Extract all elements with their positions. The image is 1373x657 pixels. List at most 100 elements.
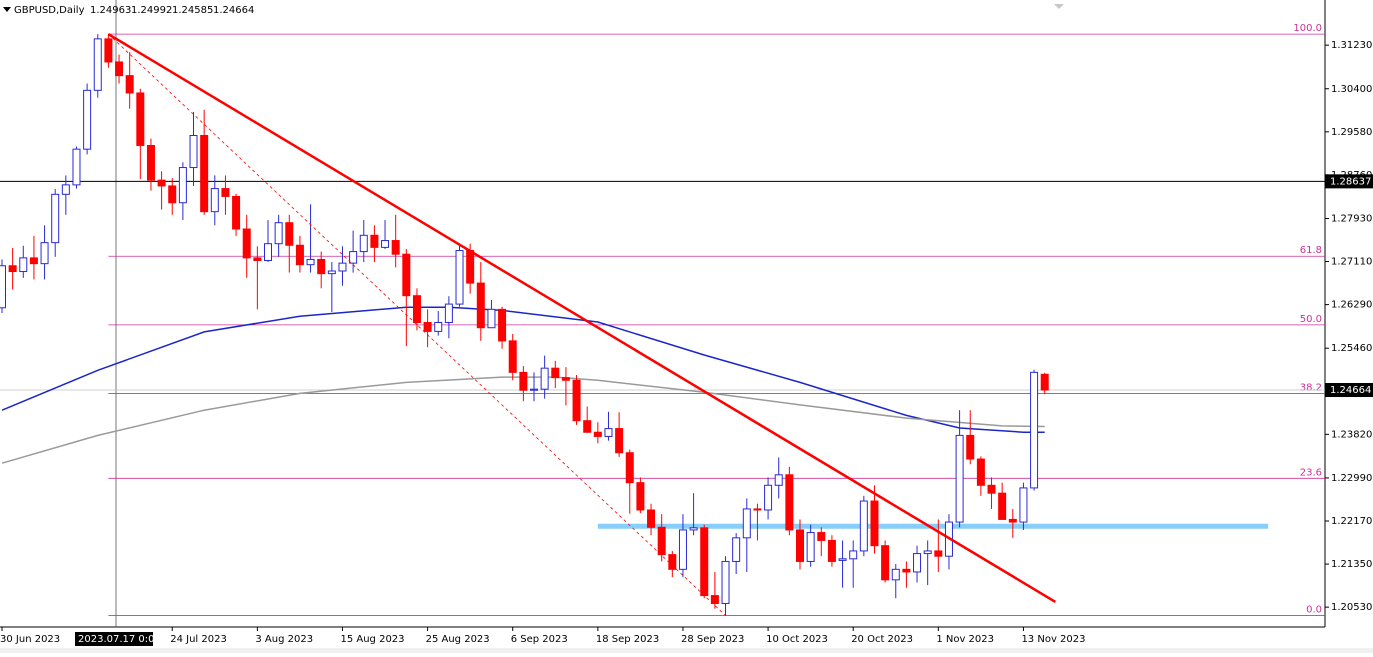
candle-body	[466, 250, 475, 284]
crosshair-box	[75, 632, 153, 646]
candle-body	[1030, 371, 1039, 489]
menu-arrow	[3, 7, 11, 12]
x-tick-label: 25 Aug 2023	[426, 634, 490, 645]
candle-body	[870, 500, 879, 547]
candle-body	[678, 529, 687, 570]
candle-body	[796, 529, 804, 562]
header-close: 1.24664	[213, 5, 254, 16]
candle-body	[636, 482, 645, 511]
candle-body	[923, 550, 932, 555]
y-tick-label: 1.26290	[1331, 300, 1372, 311]
fib-label: 23.6	[1300, 467, 1322, 478]
y-tick-label: 1.29580	[1331, 127, 1372, 138]
candle-body	[540, 367, 549, 390]
y-tick-label: 1.23820	[1331, 429, 1372, 440]
candle-body	[1019, 487, 1028, 523]
candle-body	[593, 431, 602, 437]
header-low: 1.24585	[172, 5, 213, 16]
candle-body	[402, 253, 411, 297]
candle-body	[359, 234, 368, 253]
candle-body	[476, 282, 485, 329]
candle-body	[657, 526, 666, 556]
candle-body	[1008, 518, 1017, 523]
candle-body	[530, 388, 538, 391]
fib-label: 50.0	[1300, 314, 1322, 325]
moving-average	[1, 306, 1045, 433]
candle-body	[104, 38, 113, 63]
x-tick-label: 1 Nov 2023	[936, 634, 994, 645]
candle-body	[136, 92, 145, 146]
candle-body	[8, 265, 17, 273]
x-tick-label: 30 Jun 2023	[0, 634, 60, 645]
candle-body	[19, 257, 28, 273]
candle-body	[83, 89, 92, 150]
candle-body	[72, 148, 81, 186]
candle-body	[987, 484, 996, 494]
crosshair-label: 2023.07.17 0:00	[78, 634, 161, 645]
candle-body	[551, 367, 560, 379]
candle-body	[455, 250, 464, 305]
candle-body	[668, 554, 677, 570]
y-tick-label: 1.22990	[1331, 473, 1372, 484]
candle-body	[583, 420, 592, 433]
y-tick-label: 1.21350	[1331, 559, 1372, 570]
y-tick-label: 1.30400	[1331, 84, 1372, 95]
candle-body	[125, 75, 134, 94]
candle-body	[625, 452, 634, 484]
candle-body	[604, 428, 613, 437]
x-tick-label: 6 Sep 2023	[511, 634, 568, 645]
candle-body	[317, 258, 326, 275]
candle-body	[710, 595, 719, 604]
candle-body	[891, 568, 900, 581]
candle-body	[955, 434, 964, 523]
candle-body	[615, 428, 624, 454]
candle-body	[349, 251, 358, 264]
y-tick-label: 1.22170	[1331, 516, 1372, 527]
candle-body	[976, 458, 985, 486]
candle-body	[51, 193, 60, 244]
plot: 100.0 61.8 50.0 38.2 23.6 0.0 1.31230 1.30400 1.…	[0, 23, 1373, 645]
candle-body	[849, 550, 858, 560]
candle-body	[498, 308, 507, 342]
candle-body	[391, 240, 400, 255]
candle-body	[647, 509, 656, 528]
candle-body	[93, 38, 102, 91]
candle-body	[210, 188, 219, 213]
candle-body	[306, 258, 315, 266]
candle-body	[700, 527, 709, 597]
trendline	[107, 33, 1057, 603]
candle-body	[29, 257, 38, 265]
candle-body	[168, 185, 177, 204]
x-tick-label: 15 Aug 2023	[340, 634, 404, 645]
candle-body	[253, 257, 262, 262]
candle-body	[785, 474, 794, 531]
fib-label: 100.0	[1293, 23, 1322, 34]
candle-body	[232, 195, 241, 230]
candle-body	[572, 379, 581, 422]
symbol-title: GBPUSD,Daily	[14, 5, 85, 16]
candle-body	[1040, 373, 1049, 391]
candle-body	[264, 243, 272, 262]
candle-body	[913, 553, 922, 573]
candle-body	[434, 321, 443, 332]
price-box	[1325, 383, 1373, 398]
candle-body	[721, 560, 730, 604]
y-tick-label: 1.25460	[1331, 343, 1372, 354]
candle-body	[0, 265, 6, 309]
candle-body	[902, 568, 911, 573]
candle-body	[753, 508, 762, 511]
candle-body	[774, 474, 783, 486]
candle-body	[742, 508, 751, 539]
x-tick-label: 24 Jul 2023	[170, 634, 227, 645]
candle-body	[934, 550, 943, 557]
y-tick-label: 1.27930	[1331, 213, 1372, 224]
x-tick-label: 20 Oct 2023	[851, 634, 913, 645]
candle-body	[189, 135, 198, 169]
price-label: 1.24664	[1330, 385, 1371, 396]
x-tick-label: 18 Sep 2023	[596, 634, 659, 645]
x-tick-label: 28 Sep 2023	[681, 634, 744, 645]
candle-body	[689, 527, 698, 531]
hline-box	[1325, 174, 1373, 189]
candle-body	[519, 371, 528, 391]
